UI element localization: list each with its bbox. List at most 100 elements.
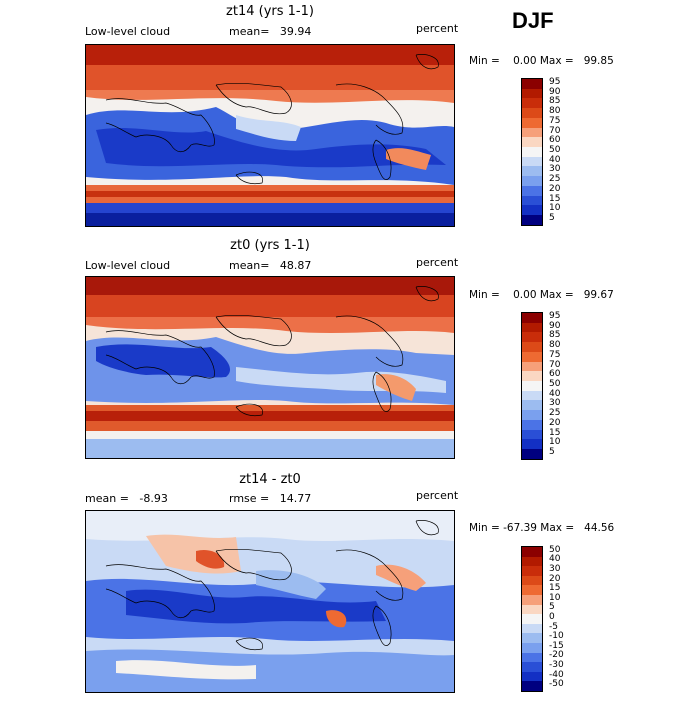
colorbar-swatch bbox=[522, 108, 542, 118]
season-label: DJF bbox=[512, 8, 554, 33]
colorbar-swatch bbox=[522, 361, 542, 372]
colorbar-tick-label: 50 bbox=[549, 379, 561, 389]
colorbar-tick-label: 30 bbox=[549, 164, 561, 175]
colorbar-tick-label: 75 bbox=[549, 349, 561, 360]
cloud-map bbox=[85, 276, 455, 459]
colorbar-swatch bbox=[522, 88, 542, 99]
colorbar-tick-label: 5 bbox=[549, 447, 555, 458]
mean-label: mean= 48.87 bbox=[229, 259, 312, 272]
colorbar-swatch bbox=[522, 566, 542, 576]
colorbar-swatch bbox=[522, 449, 542, 459]
colorbar-tick-label: 95 bbox=[549, 310, 561, 321]
colorbar-tick-label: 25 bbox=[549, 408, 561, 419]
colorbar bbox=[521, 78, 543, 226]
units-label: percent bbox=[416, 22, 459, 35]
colorbar bbox=[521, 546, 543, 692]
colorbar-tick-label: 80 bbox=[549, 106, 561, 117]
colorbar-tick-label: 10 bbox=[549, 203, 561, 214]
panel-title: zt0 (yrs 1-1) bbox=[230, 238, 310, 253]
colorbar-tick-label: 0 bbox=[549, 612, 555, 622]
colorbar-tick-label: 90 bbox=[549, 86, 561, 97]
colorbar-tick-label: 20 bbox=[549, 573, 561, 584]
colorbar-swatch bbox=[522, 681, 542, 691]
colorbar-tick-label: 15 bbox=[549, 427, 561, 438]
colorbar-swatch bbox=[522, 671, 542, 682]
colorbar-tick-label: 80 bbox=[549, 340, 561, 351]
colorbar-swatch bbox=[522, 547, 542, 557]
colorbar-tick-label: 85 bbox=[549, 96, 561, 107]
colorbar-swatch bbox=[522, 205, 542, 216]
colorbar-swatch bbox=[522, 322, 542, 333]
rmse-label: rmse = 14.77 bbox=[229, 492, 312, 505]
colorbar-swatch bbox=[522, 585, 542, 595]
colorbar-swatch bbox=[522, 662, 542, 672]
colorbar-swatch bbox=[522, 176, 542, 186]
colorbar-tick-label: -50 bbox=[549, 679, 564, 690]
colorbar-swatch bbox=[522, 117, 542, 128]
colorbar-swatch bbox=[522, 98, 542, 109]
colorbar-swatch bbox=[522, 642, 542, 653]
colorbar-tick-label: 50 bbox=[549, 544, 561, 555]
colorbar-swatch bbox=[522, 410, 542, 420]
colorbar-swatch bbox=[522, 351, 542, 362]
colorbar-tick-label: 85 bbox=[549, 330, 561, 341]
colorbar-swatch bbox=[522, 185, 542, 196]
colorbar-tick-label: 95 bbox=[549, 76, 561, 87]
colorbar-tick-label: 75 bbox=[549, 115, 561, 126]
colorbar-swatch bbox=[522, 342, 542, 352]
mean-label: mean= 39.94 bbox=[229, 25, 312, 38]
colorbar-tick-label: 60 bbox=[549, 135, 561, 146]
colorbar-tick-label: 50 bbox=[549, 145, 561, 155]
colorbar-tick-label: 40 bbox=[549, 154, 561, 165]
colorbar-swatch bbox=[522, 332, 542, 343]
cloud-map bbox=[85, 44, 455, 227]
colorbar-swatch bbox=[522, 127, 542, 138]
colorbar-swatch bbox=[522, 419, 542, 430]
colorbar-tick-label: 5 bbox=[549, 213, 555, 224]
colorbar-tick-label: -10 bbox=[549, 631, 564, 642]
colorbar-tick-label: 15 bbox=[549, 193, 561, 204]
colorbar-tick-label: 60 bbox=[549, 369, 561, 380]
colorbar-tick-label: 70 bbox=[549, 125, 561, 136]
colorbar-swatch bbox=[522, 633, 542, 643]
colorbar-tick-label: 10 bbox=[549, 437, 561, 448]
colorbar-swatch bbox=[522, 195, 542, 206]
minmax-label: Min = 0.00 Max = 99.85 bbox=[469, 55, 614, 67]
colorbar-tick-label: 40 bbox=[549, 388, 561, 399]
difference-map bbox=[85, 510, 455, 693]
minmax-label: Min = -67.39 Max = 44.56 bbox=[469, 522, 615, 534]
variable-label: Low-level cloud bbox=[85, 25, 171, 38]
colorbar-tick-label: -5 bbox=[549, 621, 558, 632]
units-label: percent bbox=[416, 489, 459, 502]
colorbar-swatch bbox=[522, 166, 542, 177]
colorbar-swatch bbox=[522, 556, 542, 567]
units-label: percent bbox=[416, 256, 459, 269]
colorbar-tick-label: 15 bbox=[549, 583, 561, 594]
colorbar-swatch bbox=[522, 390, 542, 401]
colorbar-tick-label: -15 bbox=[549, 640, 564, 651]
panel-diff: zt14 - zt0 mean = -8.93 rmse = 14.77 per… bbox=[0, 468, 700, 703]
colorbar-swatch bbox=[522, 137, 542, 148]
colorbar-swatch bbox=[522, 623, 542, 634]
colorbar-swatch bbox=[522, 614, 542, 624]
colorbar-swatch bbox=[522, 439, 542, 450]
colorbar-tick-label: 20 bbox=[549, 183, 561, 194]
colorbar-swatch bbox=[522, 652, 542, 663]
variable-label: Low-level cloud bbox=[85, 259, 171, 272]
colorbar-swatch bbox=[522, 79, 542, 89]
colorbar-tick-label: 5 bbox=[549, 602, 555, 613]
panel-title: zt14 - zt0 bbox=[239, 472, 301, 487]
colorbar bbox=[521, 312, 543, 460]
panel-zt0: zt0 (yrs 1-1) Low-level cloud mean= 48.8… bbox=[0, 234, 700, 469]
colorbar-tick-label: -30 bbox=[549, 660, 564, 670]
colorbar-swatch bbox=[522, 156, 542, 167]
colorbar-swatch bbox=[522, 381, 542, 391]
colorbar-swatch bbox=[522, 215, 542, 225]
minmax-label: Min = 0.00 Max = 99.67 bbox=[469, 289, 614, 301]
colorbar-tick-label: 30 bbox=[549, 398, 561, 409]
colorbar-swatch bbox=[522, 400, 542, 411]
colorbar-swatch bbox=[522, 147, 542, 157]
colorbar-tick-label: 25 bbox=[549, 174, 561, 185]
colorbar-swatch bbox=[522, 371, 542, 382]
colorbar-tick-label: 90 bbox=[549, 320, 561, 331]
